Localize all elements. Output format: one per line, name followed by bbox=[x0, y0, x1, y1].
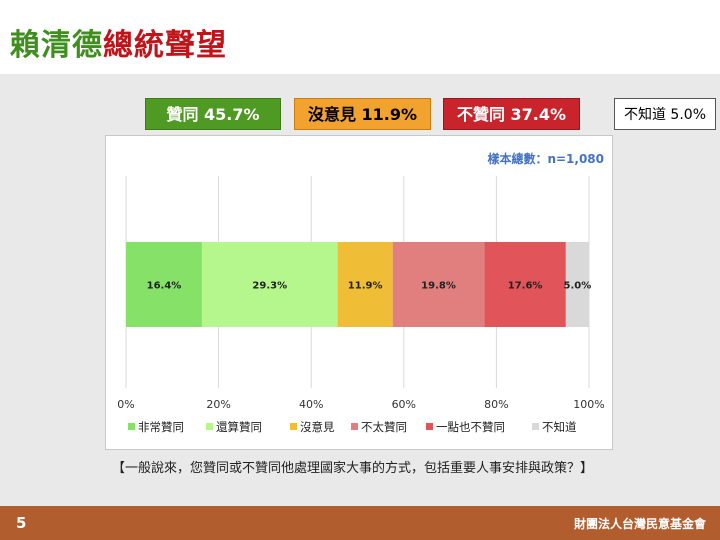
legend-label: 一點也不贊同 bbox=[436, 420, 505, 434]
data-label: 29.3% bbox=[252, 281, 287, 292]
bar-segment bbox=[484, 242, 566, 327]
legend-label: 非常贊同 bbox=[138, 420, 184, 434]
summary-agree-box: 贊同 45.7% bbox=[145, 98, 281, 130]
legend-swatch bbox=[206, 423, 213, 430]
stacked-bar-chart: 0% 20% 40% 60% 80% 100% 16.4% 29.3% 11.9% 19.8% 17… bbox=[117, 176, 605, 434]
organization-name: 財團法人台灣民意基金會 bbox=[573, 517, 706, 531]
legend-label: 還算贊同 bbox=[216, 420, 262, 434]
legend-label: 沒意見 bbox=[300, 420, 335, 434]
data-label: 19.8% bbox=[421, 281, 456, 292]
bar-segment bbox=[337, 242, 393, 327]
data-label: 5.0% bbox=[564, 281, 592, 292]
bar-segment bbox=[126, 242, 202, 327]
x-tick-label: 60% bbox=[392, 398, 416, 411]
chart-area: 樣本總數：n=1,080 0% 20% 40% 60% 80% 100% 16.4% 29.3… bbox=[105, 135, 613, 450]
x-tick-label: 40% bbox=[299, 398, 323, 411]
x-tick-label: 0% bbox=[117, 398, 134, 411]
legend-label: 不知道 bbox=[542, 420, 577, 434]
title-name: 賴清德 bbox=[10, 28, 103, 63]
legend-swatch bbox=[128, 423, 135, 430]
sample-size: 樣本總數：n=1,080 bbox=[487, 152, 604, 166]
summary-disagree-box: 不贊同 37.4% bbox=[443, 98, 580, 130]
legend-swatch bbox=[426, 423, 433, 430]
page-number: 5 bbox=[16, 514, 27, 532]
slide-title: 賴清德總統聲望 bbox=[10, 20, 227, 64]
bar-segment bbox=[565, 242, 589, 327]
bar-segment bbox=[392, 242, 485, 327]
legend-label: 不太贊同 bbox=[361, 420, 407, 434]
x-tick-label: 20% bbox=[206, 398, 230, 411]
footer-bar: 5 財團法人台灣民意基金會 bbox=[0, 506, 720, 540]
data-label: 17.6% bbox=[508, 281, 543, 292]
legend-swatch bbox=[290, 423, 297, 430]
summary-unknown-box: 不知道 5.0% bbox=[614, 98, 716, 130]
question-footnote: 【一般說來，您贊同或不贊同他處理國家大事的方式，包括重要人事安排與政策？】 bbox=[112, 461, 594, 476]
legend-swatch bbox=[351, 423, 358, 430]
title-subject: 總統聲望 bbox=[103, 28, 227, 63]
data-label: 16.4% bbox=[147, 281, 182, 292]
legend-swatch bbox=[532, 423, 539, 430]
x-tick-label: 100% bbox=[573, 398, 604, 411]
bar-segment bbox=[201, 242, 338, 327]
summary-neutral-box: 沒意見 11.9% bbox=[294, 98, 431, 130]
data-label: 11.9% bbox=[348, 281, 383, 292]
x-tick-label: 80% bbox=[484, 398, 508, 411]
